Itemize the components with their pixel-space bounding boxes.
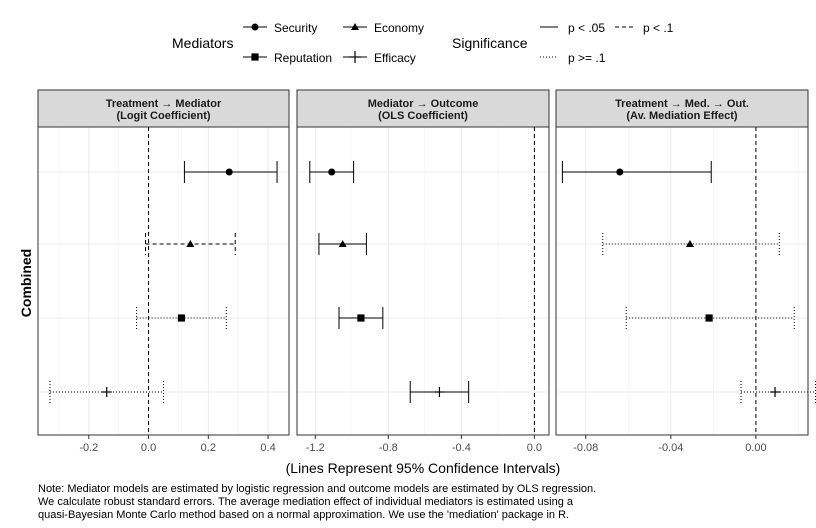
footnote-line: quasi-Bayesian Monte Carlo method based … [38, 509, 570, 521]
x-tick-label: 0.2 [201, 442, 216, 454]
marker-circle [225, 168, 233, 176]
data-point-economy [145, 233, 236, 255]
data-point-security [561, 161, 712, 183]
marker-square [177, 314, 186, 322]
panel-border [37, 126, 290, 436]
panel-strip [37, 89, 290, 128]
marker-triangle [338, 240, 347, 247]
panel-border [555, 126, 809, 436]
data-point-efficacy [409, 381, 470, 403]
panel-strip [296, 89, 550, 128]
data-point-reputation [136, 307, 227, 329]
x-tick-label: 0.0 [527, 442, 542, 454]
legend-label-efficacy: Efficacy [374, 51, 416, 65]
marker-triangle [351, 23, 359, 30]
panels: Treatment → Mediator(Logit Coefficient) -… [37, 89, 816, 454]
footnote-line: Note: Mediator models are estimated by l… [38, 483, 597, 495]
data-point-reputation [338, 307, 384, 329]
marker-triangle [186, 240, 195, 247]
x-tick-label: 0.0 [141, 442, 156, 454]
legend-title-mediators: Mediators [172, 35, 233, 51]
panel-strip [555, 89, 809, 128]
plot-area [556, 127, 808, 435]
legend-label-economy: Economy [374, 21, 424, 35]
marker-square [357, 314, 365, 322]
marker-triangle [685, 240, 694, 247]
panel-2: Mediator → Outcome(OLS Coefficient) -1.2 -… [296, 89, 550, 454]
panel-3: Treatment → Med. → Out.(Av. Mediation Ef… [555, 89, 816, 454]
panel-title-line: Mediator → Outcome [368, 98, 479, 110]
x-tick-label: 0.00 [745, 442, 766, 454]
legend: Mediators Security Economy Reputation Effica… [172, 21, 674, 65]
legend-label-reputation: Reputation [274, 51, 332, 65]
legend-label-significance: p < .05 [568, 21, 605, 35]
x-tick-label: -0.8 [379, 442, 398, 454]
x-axis-label: (Lines Represent 95% Confidence Interval… [286, 460, 561, 476]
marker-square [705, 314, 713, 322]
data-point-reputation [625, 307, 795, 329]
legend-label-significance: p >= .1 [568, 51, 606, 65]
marker-square [251, 53, 259, 61]
x-tick-label: -0.08 [573, 442, 598, 454]
panel-title-line: (OLS Coefficient) [378, 110, 468, 122]
footnote: Note: Mediator models are estimated by l… [38, 483, 596, 522]
marker-circle [616, 168, 624, 176]
panel-title-line: Treatment → Mediator [106, 98, 222, 110]
marker-circle [328, 168, 336, 176]
plot-area [38, 127, 289, 435]
data-point-efficacy [740, 381, 816, 403]
panel-title-line: (Av. Mediation Effect) [626, 110, 738, 122]
marker-circle [251, 23, 259, 31]
x-tick-label: 0.4 [260, 442, 275, 454]
data-point-economy [602, 233, 780, 255]
data-point-security [183, 161, 278, 183]
panel-title-line: Treatment → Med. → Out. [615, 98, 749, 110]
legend-label-security: Security [274, 21, 317, 35]
y-axis-label: Combined [18, 249, 34, 317]
panel-border [296, 126, 550, 436]
legend-title-significance: Significance [452, 35, 528, 51]
x-tick-label: -0.4 [452, 442, 471, 454]
data-point-security [309, 161, 355, 183]
panel-1: Treatment → Mediator(Logit Coefficient) -… [37, 89, 290, 454]
x-tick-label: -0.04 [658, 442, 683, 454]
footnote-line: We calculate robust standard errors. The… [38, 496, 574, 508]
panel-title-line: (Logit Coefficient) [116, 110, 210, 122]
data-point-efficacy [49, 381, 164, 403]
data-point-economy [318, 233, 367, 255]
plot-area [297, 127, 549, 435]
legend-label-significance: p < .1 [643, 21, 674, 35]
x-tick-label: -1.2 [306, 442, 325, 454]
x-tick-label: -0.2 [79, 442, 98, 454]
